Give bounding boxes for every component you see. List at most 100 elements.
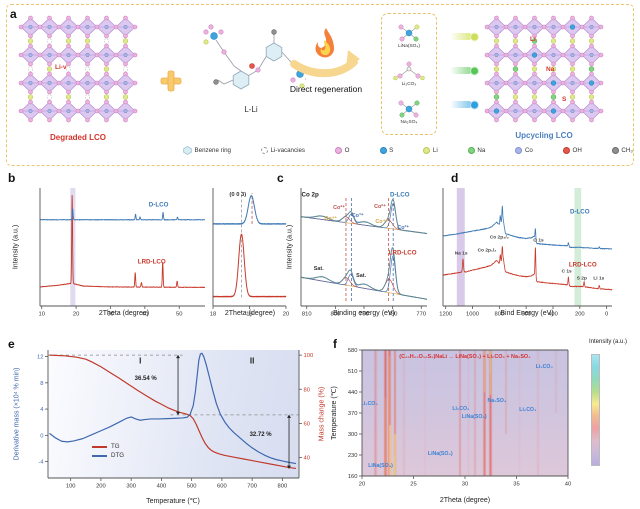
xrd-streak	[389, 425, 391, 476]
chart-annotation: I	[139, 356, 142, 366]
atom	[123, 25, 128, 30]
atom	[37, 24, 43, 30]
upcycled-lco-label: Upcycling LCO	[515, 131, 573, 140]
chart-annotation: Na 1s	[454, 251, 468, 257]
atom	[513, 89, 518, 95]
product-molecule-linaso4	[398, 24, 420, 42]
d-x-axis-title: Bind Energy (eV)	[500, 310, 554, 317]
atom	[66, 81, 71, 86]
atom	[589, 25, 594, 30]
atom	[494, 33, 499, 39]
xrd-streak	[424, 350, 426, 476]
li-site-label: Li	[530, 36, 536, 43]
chart-annotation: D-LCO	[389, 191, 410, 199]
arrowhead	[176, 355, 181, 359]
atom	[94, 52, 100, 58]
chart-annotation: Li 1s	[593, 276, 605, 282]
x-tick-label: 20	[73, 312, 79, 318]
atom	[84, 66, 91, 72]
e-right-y-axis-title: Mass change (%)	[318, 386, 326, 442]
tg-dtg-chart: TG DTG 100 200 300 400 500 600 700 800 12 8 4 0 -4 100…	[30, 342, 316, 496]
legend-label: Li-vacancies	[270, 147, 306, 154]
na-atom-icon	[467, 147, 475, 154]
atom	[66, 89, 71, 95]
atom	[570, 117, 575, 123]
colorbar-title: Intensity (a.u.)	[588, 339, 627, 345]
atom	[28, 117, 33, 123]
xrd-streak	[389, 356, 391, 425]
ch₃-atom-icon	[611, 147, 619, 154]
atom	[37, 108, 43, 114]
atom	[512, 66, 519, 72]
atom	[47, 89, 52, 95]
panel-a-legend: Benzene ring Li-vacancies O S Li Na Co OH CH₃	[183, 146, 633, 155]
phase-label: Li₂CO₃	[519, 407, 537, 413]
legend-item-benzene-ring: Benzene ring	[183, 146, 231, 155]
x-tick-label: 10	[38, 312, 44, 318]
atom	[56, 80, 62, 86]
legend-item-na: Na	[467, 147, 486, 154]
atom	[588, 94, 595, 100]
chart-annotation: D-LCO	[148, 201, 169, 209]
atom	[579, 108, 585, 114]
legend-label: CH₃	[621, 147, 633, 154]
atom	[532, 25, 537, 30]
product-label: Na₂SO₄	[400, 120, 418, 125]
atom	[103, 66, 110, 72]
li-beam-trail	[450, 33, 472, 40]
atom	[123, 81, 128, 86]
atom	[132, 24, 138, 30]
legend-label: Na	[477, 147, 486, 154]
chart-annotation: Co 2p	[301, 191, 319, 199]
chartB1-plot: 10 20 30 40 50	[38, 188, 206, 318]
legend-label: O	[344, 147, 350, 154]
atom	[104, 33, 109, 39]
xrd-streak	[489, 350, 493, 476]
atom	[47, 43, 52, 49]
atom	[494, 43, 499, 49]
atom	[560, 24, 566, 30]
atom	[522, 24, 528, 30]
atom	[570, 89, 575, 95]
chart-annotation: Sat.	[313, 265, 324, 272]
atom	[66, 109, 71, 114]
atom	[494, 117, 499, 123]
atom	[56, 108, 62, 114]
atom	[551, 52, 556, 57]
xrd-streak	[459, 350, 462, 476]
atom	[28, 15, 33, 21]
insitu-xrd-heatmap: (C₂₀H₂₄O₁₀S₂)NaLi → LiNa(SO₄) + Li₂CO₃ +…	[344, 342, 578, 494]
x-tick-label: 200	[575, 312, 585, 318]
y-tick-label: 4	[40, 407, 44, 413]
tg-plot-background	[48, 350, 299, 478]
atom	[550, 94, 557, 100]
atom	[66, 33, 71, 39]
atom	[28, 109, 33, 114]
x-tick-label: 30	[107, 312, 113, 318]
atom	[28, 61, 33, 67]
atom	[532, 99, 537, 105]
atom	[493, 66, 500, 72]
y-tick-label: 230	[348, 453, 358, 459]
phase-label: Li₂CO₃	[535, 364, 553, 371]
atom	[513, 71, 518, 77]
atom	[551, 117, 556, 123]
atom	[589, 15, 594, 21]
atom	[589, 99, 594, 105]
atom	[513, 43, 518, 49]
atom	[589, 109, 594, 114]
atom	[132, 108, 138, 114]
atom	[550, 80, 557, 86]
legend-label: S	[389, 147, 394, 154]
D-LCO-curve	[442, 205, 613, 250]
panel-letter-b: b	[8, 171, 16, 185]
x-tick-label: 600	[217, 484, 227, 490]
atom	[503, 108, 509, 114]
product-label: Li₂CO₃	[401, 82, 417, 87]
atom	[18, 80, 24, 86]
atom	[531, 66, 538, 72]
D-LCO-curve	[212, 195, 287, 225]
atom	[494, 81, 499, 86]
atom	[570, 81, 575, 86]
